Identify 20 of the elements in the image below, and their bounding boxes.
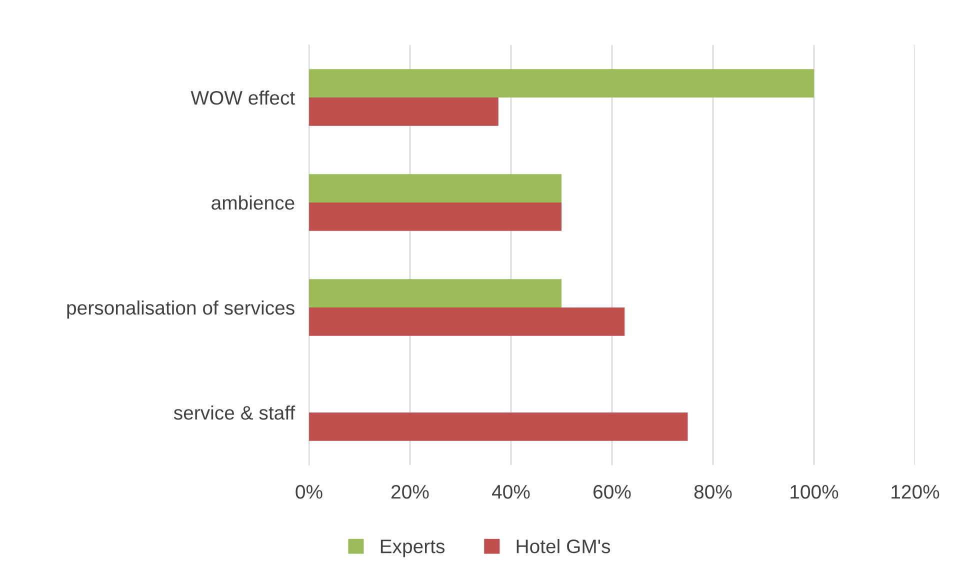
y-tick-label: service & staff [174, 405, 296, 420]
x-tick-label: 100% [790, 484, 838, 499]
x-tick-label: 60% [594, 484, 631, 499]
bar [309, 69, 814, 98]
legend-label: Experts [380, 540, 445, 558]
bar [309, 202, 562, 231]
x-tick-label: 20% [392, 484, 429, 499]
bar [309, 174, 562, 202]
bar [309, 98, 498, 126]
bar [309, 412, 688, 441]
x-tick-label: 40% [492, 484, 530, 499]
x-tick-label: 0% [296, 484, 322, 499]
x-tick-label: 80% [694, 484, 732, 499]
bar [309, 279, 562, 308]
bar [309, 308, 625, 336]
legend-label: Hotel GM's [516, 538, 610, 554]
y-tick-label: personalisation of services [67, 300, 294, 319]
x-tick-label: 120% [892, 484, 940, 499]
y-tick-label: WOW effect [190, 90, 295, 105]
y-tick-label: ambience [212, 195, 294, 210]
